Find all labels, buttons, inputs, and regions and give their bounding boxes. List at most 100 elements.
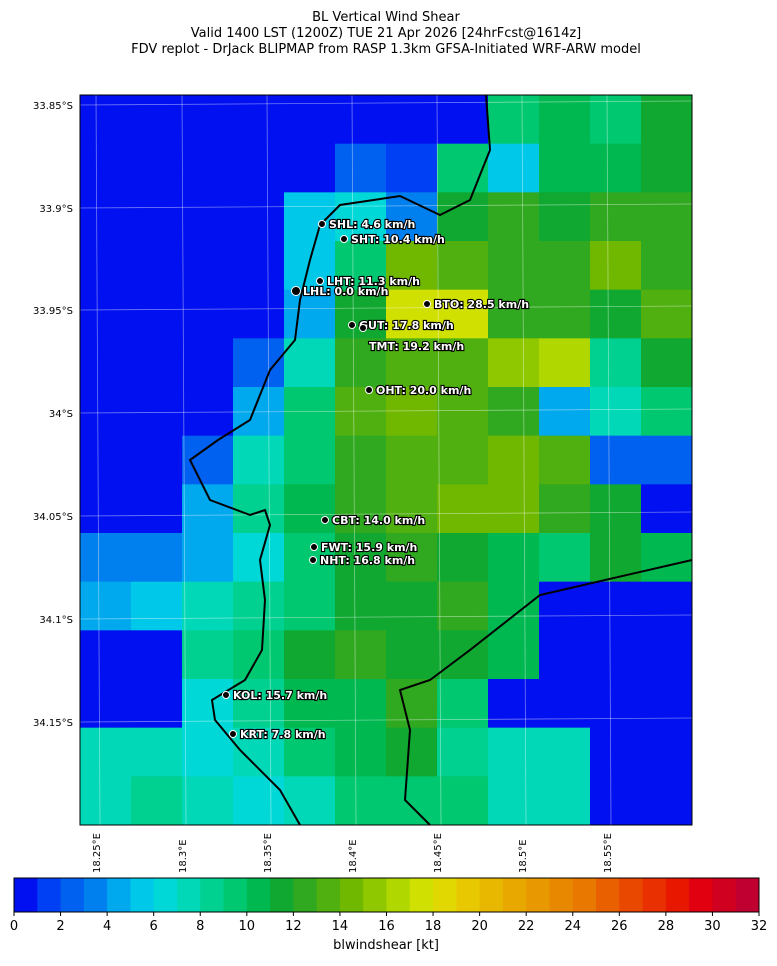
colorbar-swatch bbox=[526, 878, 550, 912]
cell bbox=[386, 387, 438, 437]
cell bbox=[80, 727, 132, 777]
station-label: LHT: 11.3 km/h bbox=[327, 275, 420, 288]
cell bbox=[641, 289, 693, 339]
cell bbox=[437, 192, 489, 242]
graticule-line bbox=[95, 94, 101, 826]
cell bbox=[131, 338, 183, 388]
cell bbox=[131, 533, 183, 583]
cell bbox=[386, 95, 438, 145]
stations: SHL: 4.6 km/h SHT: 10.4 km/h LHT: 11.3 km/… bbox=[222, 217, 530, 742]
colorbar-swatch bbox=[712, 878, 737, 912]
cell bbox=[233, 679, 285, 729]
cell bbox=[488, 727, 540, 777]
cell bbox=[131, 679, 183, 729]
cell bbox=[539, 143, 591, 193]
cell bbox=[233, 581, 285, 631]
cell bbox=[590, 630, 642, 680]
cell bbox=[488, 289, 540, 339]
cell bbox=[131, 581, 183, 631]
cell bbox=[641, 679, 693, 729]
cell bbox=[182, 727, 234, 777]
cell bbox=[590, 192, 642, 242]
cell bbox=[386, 435, 438, 485]
cell bbox=[590, 727, 642, 777]
graticule: 33.85°S 33.9°S 33.95°S 34°S 34.05°S 34.1°S 34.… bbox=[33, 94, 693, 873]
cell bbox=[284, 581, 336, 631]
colorbar-tick-label: 32 bbox=[751, 919, 768, 934]
graticule-line bbox=[79, 100, 693, 106]
cell bbox=[488, 95, 540, 145]
cell bbox=[590, 95, 642, 145]
lon-label: 18.55°E bbox=[603, 833, 614, 873]
cell bbox=[590, 435, 642, 485]
cell bbox=[437, 143, 489, 193]
cell bbox=[284, 435, 336, 485]
cell bbox=[539, 241, 591, 291]
cell bbox=[488, 192, 540, 242]
cell bbox=[488, 630, 540, 680]
cell bbox=[335, 95, 387, 145]
cell bbox=[335, 776, 387, 826]
station-label: KRT: 7.8 km/h bbox=[240, 728, 326, 741]
colorbar-swatch bbox=[200, 878, 224, 912]
cell bbox=[80, 338, 132, 388]
cell bbox=[80, 192, 132, 242]
colorbar-tick-label: 0 bbox=[10, 919, 18, 934]
cell bbox=[335, 581, 387, 631]
colorbar-tick-label: 2 bbox=[56, 919, 64, 934]
lon-label: 18.4°E bbox=[348, 839, 359, 873]
cell bbox=[182, 387, 234, 437]
colorbar-swatch bbox=[433, 878, 457, 912]
station-dot bbox=[310, 543, 318, 551]
cell bbox=[335, 241, 387, 291]
cell bbox=[437, 679, 489, 729]
cell bbox=[284, 387, 336, 437]
colorbar-tick-label: 14 bbox=[332, 919, 349, 934]
station-dot bbox=[229, 730, 237, 738]
cell bbox=[80, 289, 132, 339]
colorbar-swatch bbox=[642, 878, 667, 912]
cell bbox=[641, 241, 693, 291]
cell bbox=[437, 95, 489, 145]
cell bbox=[182, 776, 234, 826]
colorbar: 0 2 4 6 8 10 12 14 16 18 20 22 24 26 28 30 32 bbox=[10, 877, 768, 934]
cell bbox=[641, 435, 693, 485]
colorbar-tick-label: 20 bbox=[471, 919, 488, 934]
lon-label: 18.35°E bbox=[263, 833, 274, 873]
cell bbox=[131, 143, 183, 193]
cell bbox=[182, 95, 234, 145]
cell bbox=[590, 484, 642, 534]
cell bbox=[641, 533, 693, 583]
cell bbox=[131, 387, 183, 437]
cell bbox=[590, 581, 642, 631]
colorbar-swatch bbox=[479, 878, 504, 912]
graticule-line bbox=[79, 203, 693, 209]
station-label: FWT: 15.9 km/h bbox=[321, 541, 417, 554]
cell bbox=[437, 533, 489, 583]
graticule-line bbox=[79, 511, 693, 517]
cell bbox=[233, 289, 285, 339]
cell bbox=[488, 533, 540, 583]
cell bbox=[233, 484, 285, 534]
station-dot bbox=[340, 235, 348, 243]
colorbar-swatch bbox=[316, 878, 341, 912]
cell bbox=[590, 143, 642, 193]
cell bbox=[80, 776, 132, 826]
colorbar-swatch bbox=[409, 878, 434, 912]
colorbar-tick-label: 30 bbox=[704, 919, 721, 934]
cell bbox=[80, 679, 132, 729]
colorbar-tick-label: 12 bbox=[285, 919, 302, 934]
cell bbox=[335, 338, 387, 388]
cell bbox=[488, 338, 540, 388]
graticule-line bbox=[436, 94, 442, 826]
title: BL Vertical Wind Shear bbox=[312, 10, 460, 25]
graticule-line bbox=[79, 408, 693, 414]
station-label: TMT: 19.2 km/h bbox=[369, 340, 464, 353]
cell bbox=[386, 679, 438, 729]
station-dot bbox=[321, 516, 329, 524]
lat-label: 33.95°S bbox=[33, 306, 73, 317]
colorbar-swatch bbox=[270, 878, 294, 912]
cell bbox=[80, 435, 132, 485]
colorbar-swatch bbox=[14, 878, 38, 912]
